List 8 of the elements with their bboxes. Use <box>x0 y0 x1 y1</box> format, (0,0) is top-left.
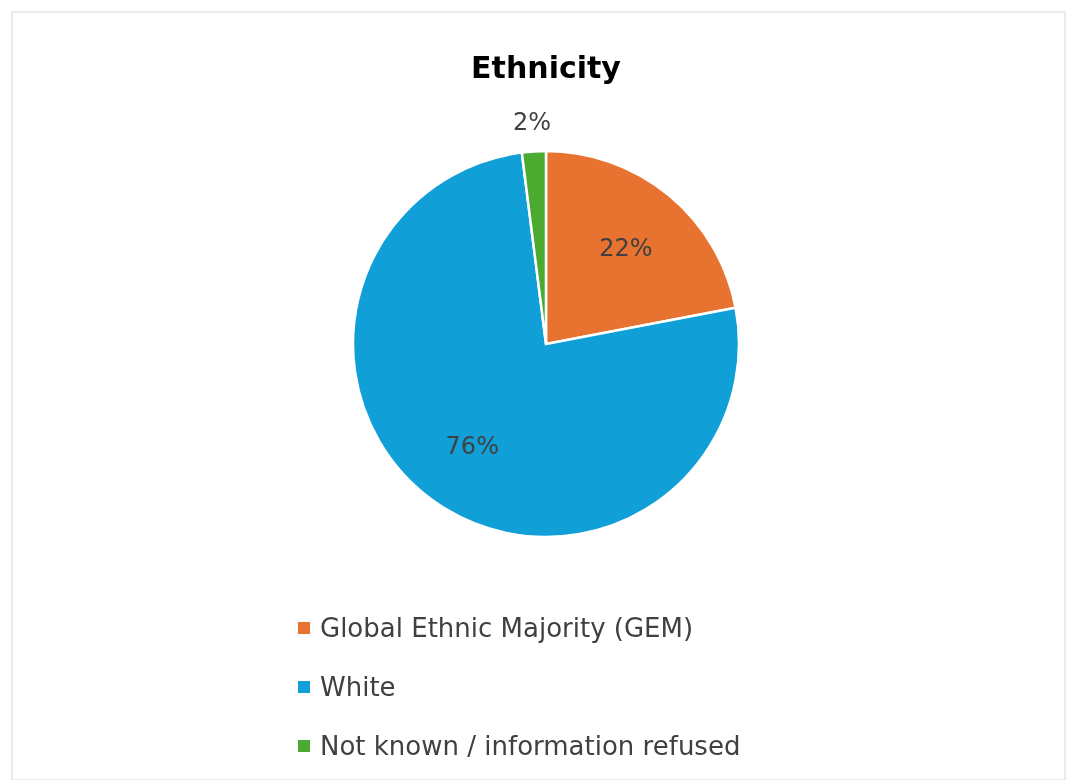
legend-label: White <box>320 672 396 703</box>
data-label: 22% <box>599 233 653 262</box>
data-label: 76% <box>445 431 499 460</box>
chart-title: Ethnicity <box>471 50 622 85</box>
data-label: 2% <box>512 107 552 136</box>
pie-slice <box>351 151 740 539</box>
legend-label: Global Ethnic Majority (GEM) <box>320 613 694 644</box>
legend-label: Not known / information refused <box>320 731 741 762</box>
